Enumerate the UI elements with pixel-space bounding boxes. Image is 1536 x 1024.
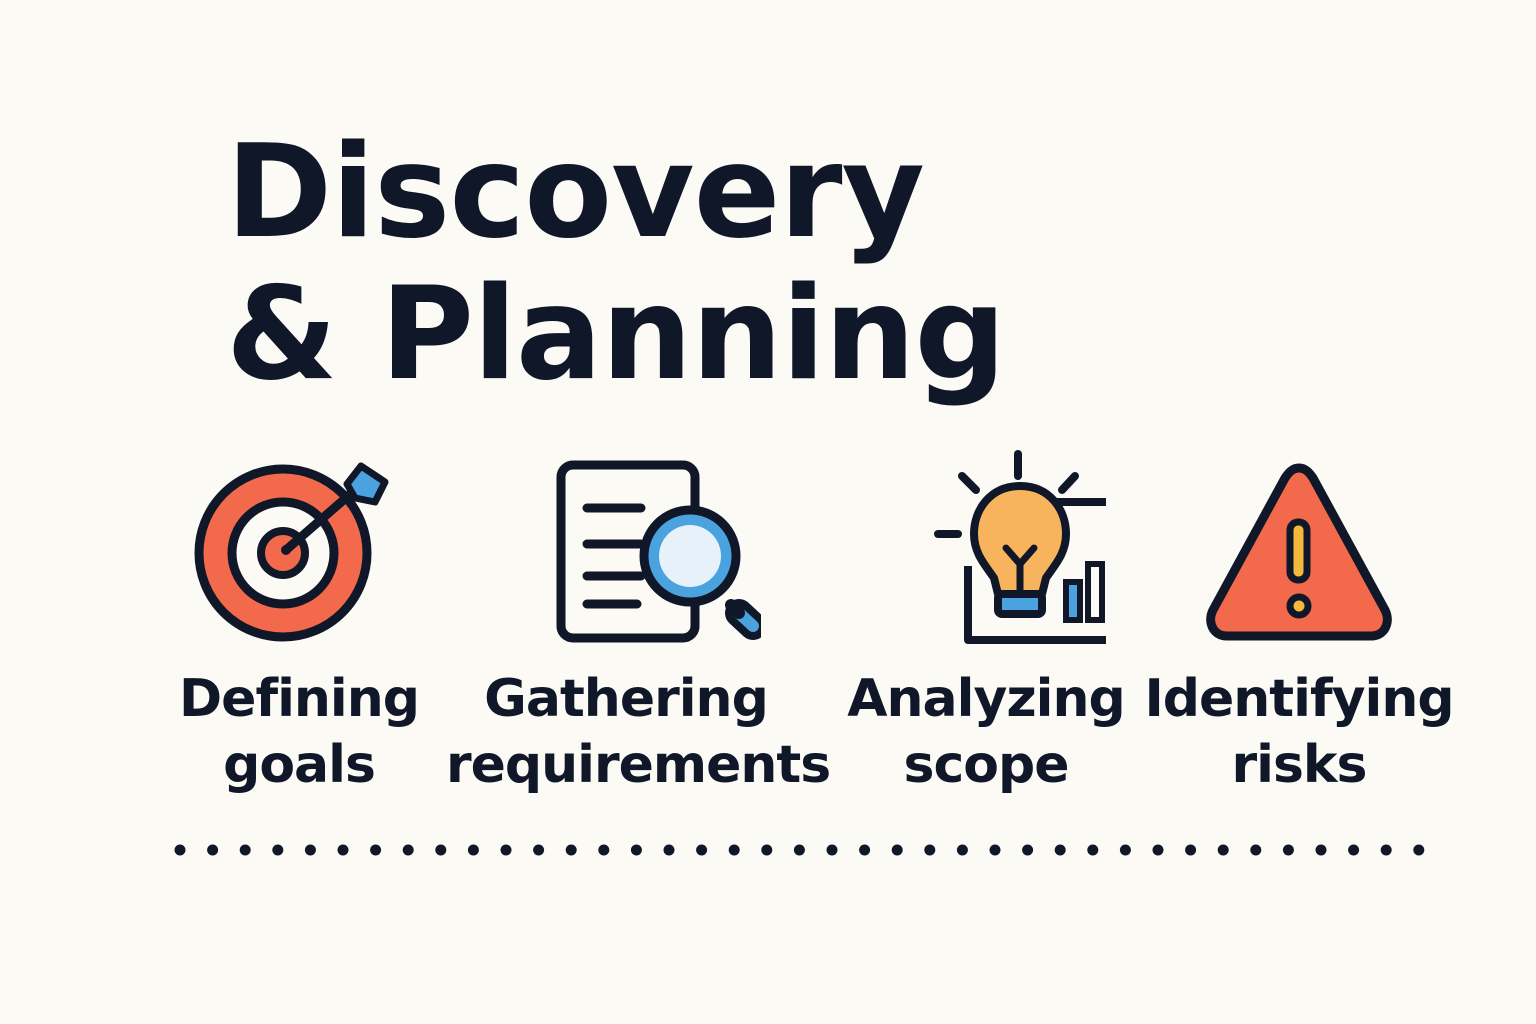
step-analyzing-scope: Analyzing scope [806,446,1166,798]
lightbulb-chart-icon [934,450,1106,644]
divider-dot [1413,844,1425,856]
title-line-2: & Planning [226,260,1006,409]
divider-dot [826,844,838,856]
divider-dot [630,844,642,856]
divider-dot [956,844,968,856]
warning-icon [1206,463,1392,641]
divider-dot [1250,844,1262,856]
divider-dot [1054,844,1066,856]
document-search-icon [556,460,761,643]
divider-dot [1185,844,1197,856]
step-label-line-2: requirements [446,735,831,795]
divider-dot [1152,844,1164,856]
divider-dot [663,844,675,856]
divider-dot [304,844,316,856]
divider-dot [859,844,871,856]
step-label-line-2: goals [223,735,376,795]
divider-dot [337,844,349,856]
divider-dot [533,844,545,856]
divider-dot [598,844,610,856]
step-defining-goals: Defining goals [119,446,479,798]
divider-dot [402,844,414,856]
divider-dot [1119,844,1131,856]
divider-dot [696,844,708,856]
divider-dot [272,844,284,856]
step-identifying-risks: Identifying risks [1119,446,1479,798]
divider-dot [207,844,219,856]
divider-dot [1282,844,1294,856]
divider-dot [761,844,773,856]
divider-dot [793,844,805,856]
step-label-line-2: scope [903,735,1070,795]
step-label-line-1: Defining [179,669,420,729]
divider-dot [565,844,577,856]
divider-dot [239,844,251,856]
divider-dot [500,844,512,856]
divider-dot [1380,844,1392,856]
dotted-divider [174,844,1425,856]
page-title: Discovery & Planning [226,118,1006,409]
divider-dot [1315,844,1327,856]
step-label: Analyzing scope [806,666,1166,798]
target-icon [194,462,389,642]
divider-dot [467,844,479,856]
divider-dot [174,844,186,856]
divider-dot [370,844,382,856]
step-label: Defining goals [119,666,479,798]
divider-dot [1087,844,1099,856]
step-label-line-1: Analyzing [847,669,1125,729]
divider-dot [891,844,903,856]
divider-dot [924,844,936,856]
divider-dot [435,844,447,856]
divider-dot [989,844,1001,856]
divider-dot [728,844,740,856]
title-line-1: Discovery [226,118,925,267]
step-label-line-1: Identifying [1144,669,1454,729]
divider-dot [1022,844,1034,856]
step-label-line-1: Gathering [484,669,769,729]
divider-dot [1348,844,1360,856]
step-label: Identifying risks [1119,666,1479,798]
step-label-line-2: risks [1231,735,1368,795]
step-gathering-requirements: Gathering requirements [446,446,831,798]
divider-dot [1217,844,1229,856]
step-label: Gathering requirements [446,666,831,798]
